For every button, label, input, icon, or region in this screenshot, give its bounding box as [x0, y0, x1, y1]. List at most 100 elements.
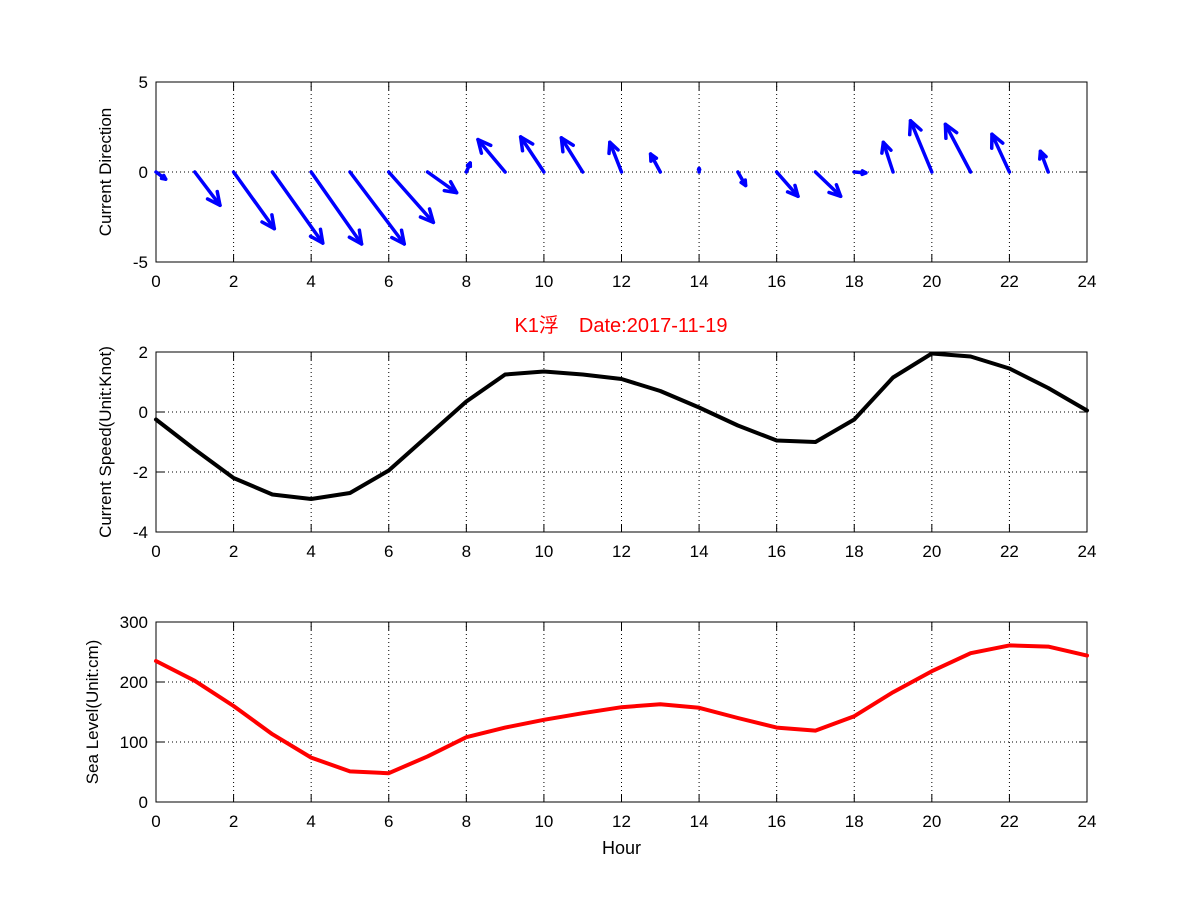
current-vector [696, 166, 702, 174]
x-tick-label: 12 [612, 542, 631, 561]
current-vector [907, 118, 934, 174]
sea_level-line [154, 643, 1089, 776]
x-tick-label: 24 [1078, 542, 1097, 561]
vector-arrowhead [607, 140, 620, 156]
x-tick-label: 6 [384, 812, 393, 831]
vector-shaft [425, 170, 459, 195]
vector-arrowhead [260, 213, 277, 231]
vector-arrowhead [739, 178, 748, 188]
x-tick-label: 18 [845, 272, 864, 291]
current-vector [193, 170, 222, 208]
x-tick-label: 14 [690, 812, 709, 831]
current-vector [154, 170, 168, 181]
y-tick-label: -2 [133, 463, 148, 482]
x-tick-label: 12 [612, 272, 631, 291]
vector-arrowhead [648, 152, 659, 163]
x-tick-label: 22 [1000, 812, 1019, 831]
x-tick-label: 2 [229, 542, 238, 561]
x-tick-label: 24 [1078, 272, 1097, 291]
vector-arrowhead [418, 207, 436, 225]
current-vector [648, 152, 663, 174]
x-tick-label: 14 [690, 542, 709, 561]
speed-line [154, 351, 1089, 501]
vector-shaft [608, 140, 624, 174]
x-tick-label: 18 [845, 542, 864, 561]
vector-shaft [193, 170, 222, 208]
x-tick-label: 16 [767, 812, 786, 831]
x-tick-label: 22 [1000, 542, 1019, 561]
x-tick-label: 10 [534, 542, 553, 561]
vector-shaft [387, 170, 436, 225]
x-tick-label: 10 [534, 812, 553, 831]
current-vector [270, 170, 325, 245]
vector-arrowhead [347, 228, 364, 246]
x-tick-label: 14 [690, 272, 709, 291]
x-tick-label: 0 [151, 542, 160, 561]
vector-arrowhead [205, 189, 222, 208]
x-axis-label: Hour [602, 838, 641, 858]
x-tick-label: 6 [384, 542, 393, 561]
y-tick-label: 0 [139, 403, 148, 422]
y-tick-label: 0 [139, 163, 148, 182]
x-tick-label: 0 [151, 272, 160, 291]
x-tick-label: 18 [845, 812, 864, 831]
x-tick-label: 8 [462, 812, 471, 831]
current-vector [476, 137, 507, 174]
vector-arrowhead [943, 122, 959, 141]
x-tick-label: 4 [306, 812, 315, 831]
current-vector [852, 169, 868, 177]
vector-arrowhead [907, 118, 923, 137]
current-vector [774, 170, 800, 199]
y-tick-label: 200 [120, 673, 148, 692]
y-tick-label: 100 [120, 733, 148, 752]
x-tick-label: 16 [767, 272, 786, 291]
y-axis-label: Sea Level(Unit:cm) [83, 640, 102, 785]
vector-arrowhead [989, 132, 1005, 150]
x-tick-label: 4 [306, 542, 315, 561]
y-tick-label: 5 [139, 73, 148, 92]
current-vector [880, 140, 895, 174]
x-tick-label: 8 [462, 542, 471, 561]
y-axis-label: Current Speed(Unit:Knot) [96, 346, 115, 538]
vector-shaft [309, 170, 364, 246]
x-tick-label: 6 [384, 272, 393, 291]
vector-arrowhead [390, 228, 407, 246]
current-vector [309, 170, 364, 246]
x-tick-label: 8 [462, 272, 471, 291]
current-vector [1037, 149, 1050, 174]
current-vector [348, 170, 407, 246]
y-tick-label: -4 [133, 523, 148, 542]
vector-arrowhead [465, 161, 473, 169]
y-tick-label: -5 [133, 253, 148, 272]
x-tick-label: 10 [534, 272, 553, 291]
current-vector [231, 170, 277, 231]
x-tick-label: 20 [922, 272, 941, 291]
current-vector [813, 170, 843, 199]
current-vector [607, 140, 624, 174]
current-vector [425, 170, 459, 195]
current-vector [518, 135, 546, 174]
vector-shaft [231, 170, 277, 231]
vector-shaft [908, 118, 934, 174]
x-tick-label: 2 [229, 812, 238, 831]
vector-arrowhead [1037, 149, 1048, 161]
x-tick-label: 0 [151, 812, 160, 831]
vector-shaft [476, 137, 507, 174]
vector-shaft [881, 140, 895, 174]
current-vector [387, 170, 436, 225]
current-vector [943, 122, 973, 174]
x-tick-label: 4 [306, 272, 315, 291]
vector-shaft [559, 136, 585, 174]
vector-shaft [813, 170, 843, 199]
y-axis-label: Current Direction [96, 108, 115, 237]
current-vector [559, 136, 585, 174]
y-tick-label: 2 [139, 343, 148, 362]
x-tick-label: 12 [612, 812, 631, 831]
x-tick-label: 16 [767, 542, 786, 561]
x-tick-label: 24 [1078, 812, 1097, 831]
